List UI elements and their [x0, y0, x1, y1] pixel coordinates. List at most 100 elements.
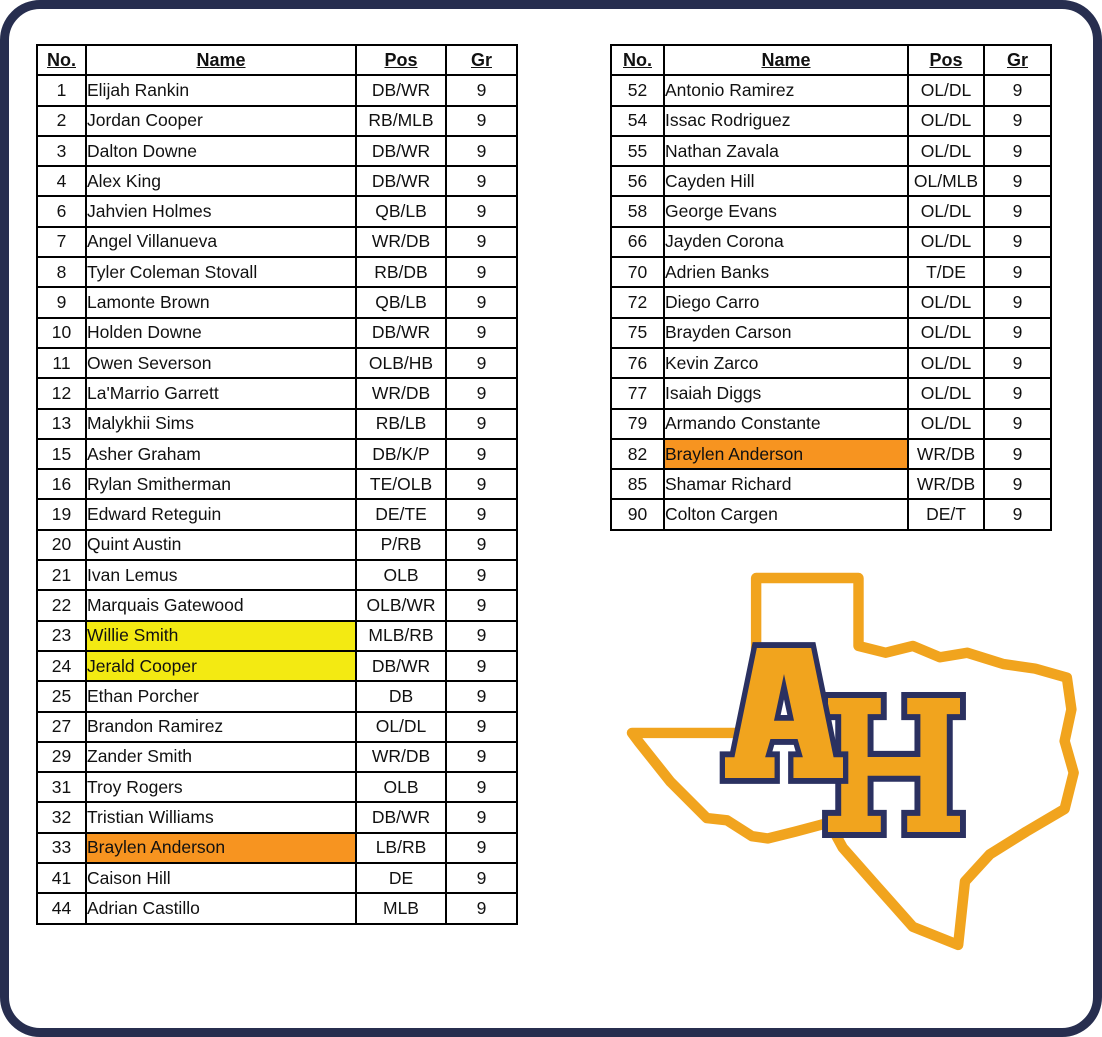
cell-no: 77	[610, 377, 665, 410]
header-pos: Pos	[907, 43, 985, 77]
cell-name: Holden Downe	[85, 316, 357, 349]
cell-gr: 9	[983, 165, 1052, 198]
cell-pos: OL/DL	[907, 286, 985, 319]
cell-pos: WR/DB	[355, 740, 447, 774]
cell-no: 66	[610, 225, 665, 259]
cell-pos: OLB	[355, 771, 447, 804]
cell-no: 22	[36, 589, 87, 622]
cell-gr: 9	[983, 316, 1052, 349]
cell-gr: 9	[445, 256, 518, 289]
table-row: 56 Cayden Hill OL/MLB 9	[610, 165, 1052, 198]
cell-pos: P/RB	[355, 528, 447, 562]
cell-no: 2	[36, 104, 87, 137]
table-row: 10 Holden Downe DB/WR 9	[36, 316, 518, 349]
table-row: 55 Nathan Zavala OL/DL 9	[610, 134, 1052, 168]
cell-gr: 9	[445, 104, 518, 137]
cell-pos: OLB/WR	[355, 589, 447, 622]
table-row: 20 Quint Austin P/RB 9	[36, 528, 518, 562]
cell-gr: 9	[983, 377, 1052, 410]
cell-name: Tristian Williams	[85, 801, 357, 834]
cell-gr: 9	[445, 710, 518, 743]
cell-gr: 9	[983, 346, 1052, 380]
cell-no: 70	[610, 256, 665, 289]
table-row: 2 Jordan Cooper RB/MLB 9	[36, 104, 518, 137]
cell-gr: 9	[445, 801, 518, 834]
table-row: 41 Caison Hill DE 9	[36, 862, 518, 895]
cell-gr: 9	[445, 831, 518, 865]
cell-gr: 9	[445, 225, 518, 259]
table-row: 29 Zander Smith WR/DB 9	[36, 740, 518, 774]
cell-gr: 9	[445, 134, 518, 168]
cell-name: Nathan Zavala	[663, 134, 909, 168]
cell-pos: WR/DB	[355, 225, 447, 259]
header-row: No. Name Pos Gr	[36, 43, 518, 77]
cell-name: Willie Smith	[85, 619, 357, 652]
cell-gr: 9	[983, 195, 1052, 228]
cell-no: 27	[36, 710, 87, 743]
cell-no: 29	[36, 740, 87, 774]
header-pos: Pos	[355, 43, 447, 77]
cell-pos: DB/WR	[355, 801, 447, 834]
cell-gr: 9	[445, 771, 518, 804]
cell-name: Issac Rodriguez	[663, 104, 909, 137]
cell-pos: OL/DL	[907, 316, 985, 349]
cell-gr: 9	[983, 468, 1052, 501]
cell-pos: RB/LB	[355, 407, 447, 440]
table-row: 52 Antonio Ramirez OL/DL 9	[610, 74, 1052, 107]
cell-pos: DB	[355, 680, 447, 713]
cell-no: 31	[36, 771, 87, 804]
cell-gr: 9	[445, 468, 518, 501]
cell-name: Ivan Lemus	[85, 559, 357, 592]
table-row: 82 Braylen Anderson WR/DB 9	[610, 437, 1052, 471]
cell-no: 32	[36, 801, 87, 834]
cell-name: Malykhii Sims	[85, 407, 357, 440]
cell-pos: WR/DB	[907, 468, 985, 501]
cell-name: Lamonte Brown	[85, 286, 357, 319]
cell-gr: 9	[445, 862, 518, 895]
cell-gr: 9	[445, 377, 518, 410]
cell-no: 4	[36, 165, 87, 198]
cell-pos: WR/DB	[907, 437, 985, 471]
header-name: Name	[663, 43, 909, 77]
cell-pos: TE/OLB	[355, 468, 447, 501]
cell-name: Jayden Corona	[663, 225, 909, 259]
table-row: 21 Ivan Lemus OLB 9	[36, 559, 518, 592]
roster-table-right: No. Name Pos Gr 52 Antonio Ramirez OL/DL 9 5…	[610, 43, 1052, 531]
cell-gr: 9	[983, 286, 1052, 319]
table-row: 44 Adrian Castillo MLB 9	[36, 892, 518, 925]
table-row: 19 Edward Reteguin DE/TE 9	[36, 498, 518, 531]
cell-gr: 9	[445, 498, 518, 531]
cell-no: 52	[610, 74, 665, 107]
table-row: 3 Dalton Downe DB/WR 9	[36, 134, 518, 168]
cell-name: Isaiah Diggs	[663, 377, 909, 410]
letter-a-icon	[719, 642, 849, 784]
table-row: 23 Willie Smith MLB/RB 9	[36, 619, 518, 652]
table-row: 66 Jayden Corona OL/DL 9	[610, 225, 1052, 259]
table-row: 25 Ethan Porcher DB 9	[36, 680, 518, 713]
cell-pos: QB/LB	[355, 286, 447, 319]
cell-no: 90	[610, 498, 665, 531]
cell-name: Jerald Cooper	[85, 649, 357, 683]
table-row: 6 Jahvien Holmes QB/LB 9	[36, 195, 518, 228]
cell-name: Zander Smith	[85, 740, 357, 774]
cell-no: 41	[36, 862, 87, 895]
cell-gr: 9	[983, 225, 1052, 259]
table-row: 90 Colton Cargen DE/T 9	[610, 498, 1052, 531]
cell-pos: OL/DL	[907, 346, 985, 380]
table-row: 85 Shamar Richard WR/DB 9	[610, 468, 1052, 501]
cell-no: 1	[36, 74, 87, 107]
cell-pos: OL/DL	[907, 407, 985, 440]
cell-pos: DE/T	[907, 498, 985, 531]
cell-no: 82	[610, 437, 665, 471]
cell-gr: 9	[445, 165, 518, 198]
cell-pos: DB/WR	[355, 165, 447, 198]
table-row: 15 Asher Graham DB/K/P 9	[36, 437, 518, 471]
cell-no: 20	[36, 528, 87, 562]
cell-gr: 9	[445, 195, 518, 228]
cell-no: 21	[36, 559, 87, 592]
header-row: No. Name Pos Gr	[610, 43, 1052, 77]
table-row: 24 Jerald Cooper DB/WR 9	[36, 649, 518, 683]
table-row: 32 Tristian Williams DB/WR 9	[36, 801, 518, 834]
cell-gr: 9	[445, 316, 518, 349]
table-row: 13 Malykhii Sims RB/LB 9	[36, 407, 518, 440]
